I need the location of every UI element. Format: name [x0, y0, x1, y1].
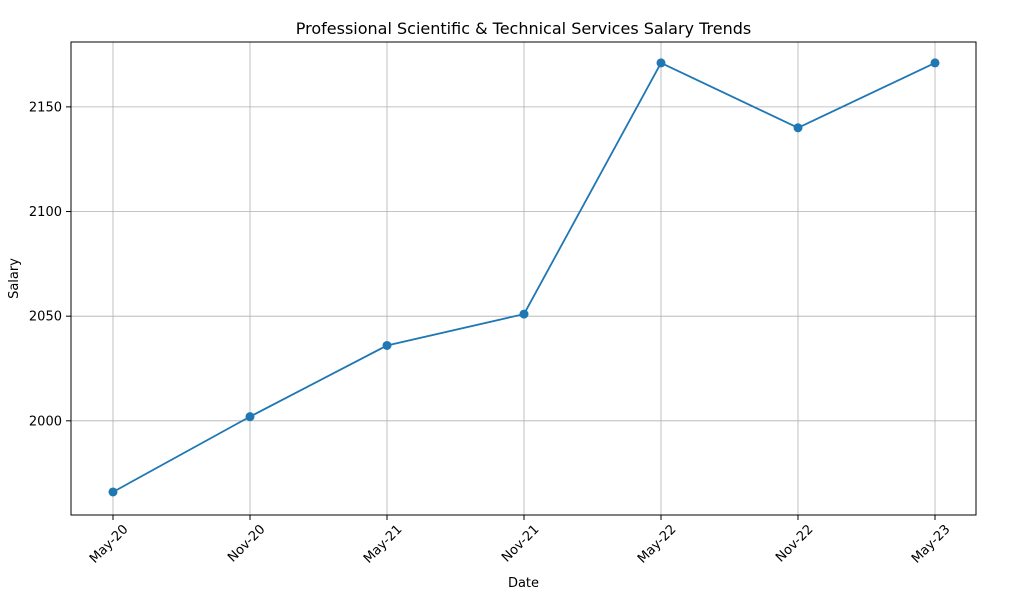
data-point	[793, 123, 803, 133]
data-point	[930, 58, 940, 68]
data-point	[382, 340, 392, 350]
x-axis-label: Date	[508, 576, 539, 591]
y-axis: 2000 2050 2100 2150	[29, 100, 71, 429]
data-point	[245, 412, 255, 422]
series-layer	[108, 58, 940, 497]
y-tick-label: 2050	[29, 310, 62, 325]
chart-title: Professional Scientific & Technical Serv…	[296, 19, 751, 38]
data-point	[108, 487, 118, 497]
y-axis-label: Salary	[7, 258, 22, 299]
y-tick-label: 2150	[29, 100, 62, 115]
data-point	[656, 58, 666, 68]
y-tick-label: 2100	[29, 205, 62, 220]
y-tick-label: 2000	[29, 414, 62, 429]
data-point	[519, 309, 529, 319]
